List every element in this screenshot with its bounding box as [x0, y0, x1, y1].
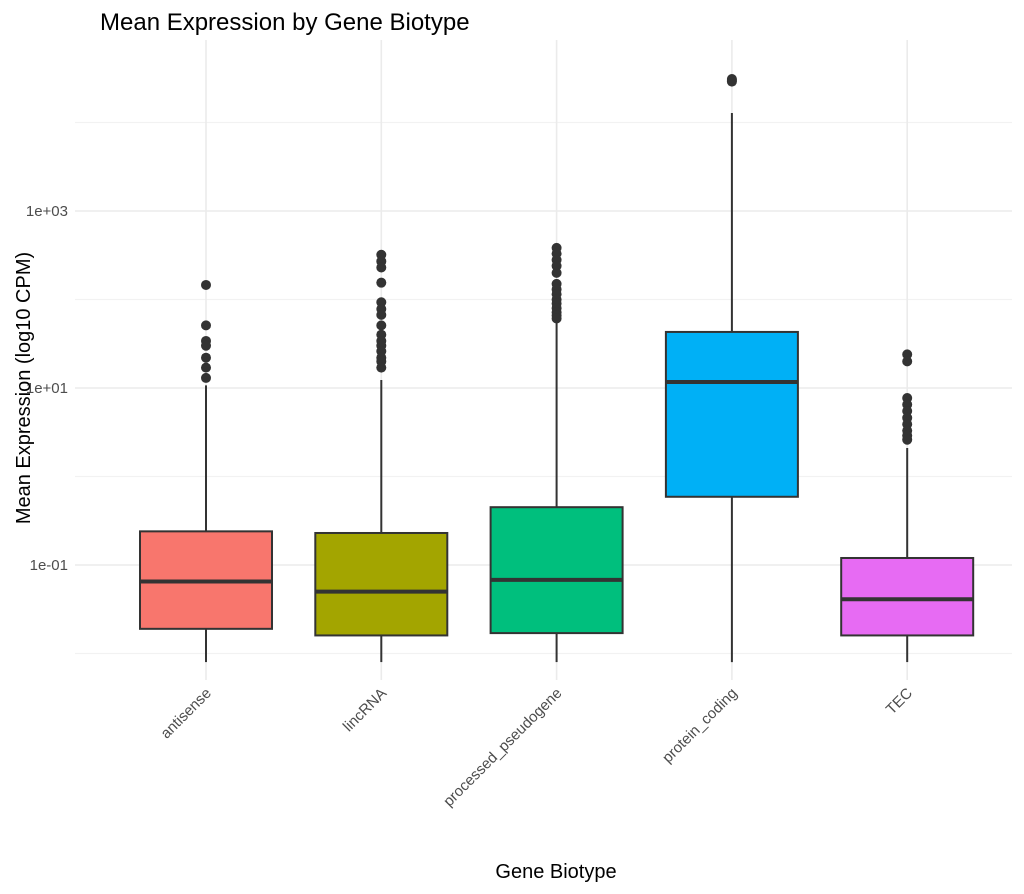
x-tick-label: processed_pseudogene	[440, 685, 565, 810]
box-iqr	[664, 330, 799, 498]
outlier-point	[551, 313, 562, 324]
box-group-protein-coding	[664, 74, 799, 663]
box-iqr	[314, 531, 449, 637]
outlier-point	[201, 362, 211, 373]
box-iqr	[840, 556, 975, 637]
x-tick-label: lincRNA	[340, 685, 390, 735]
outlier-point	[201, 320, 211, 331]
x-tick-label: protein_coding	[659, 685, 741, 767]
y-tick-label: 1e+03	[26, 203, 68, 220]
outlier-point	[201, 352, 211, 363]
x-axis-title: Gene Biotype	[495, 861, 616, 883]
y-tick-label: 1e-01	[30, 557, 68, 574]
outlier-point	[902, 434, 913, 445]
outlier-point	[551, 260, 562, 271]
box-group-processed-pseudogene	[489, 242, 624, 663]
box-group-lincrna	[314, 249, 449, 663]
chart-title: Mean Expression by Gene Biotype	[100, 9, 470, 36]
box-group-tec	[840, 349, 975, 663]
outlier-point	[376, 320, 387, 331]
outlier-point	[551, 267, 562, 278]
outlier-point	[726, 76, 737, 87]
outlier-point	[376, 362, 387, 373]
outlier-point	[902, 356, 913, 367]
outlier-point	[902, 349, 913, 360]
outlier-point	[902, 405, 913, 416]
box-group-antisense	[139, 279, 273, 663]
x-tick-label: antisense	[157, 685, 214, 742]
outlier-point	[201, 340, 211, 351]
boxes	[139, 74, 975, 663]
outlier-point	[376, 309, 387, 320]
y-axis-ticks: 1e-01 1e+01 1e+03	[26, 203, 68, 574]
x-tick-label: TEC	[883, 685, 916, 718]
outlier-point	[201, 279, 211, 290]
outlier-point	[376, 277, 387, 288]
box-iqr	[489, 506, 624, 635]
y-axis-title: Mean Expression (log10 CPM)	[13, 252, 35, 524]
y-tick-label: 1e+01	[26, 380, 68, 397]
x-axis-ticks: antisense lincRNA processed_pseudogene prot…	[157, 685, 916, 810]
outlier-point	[376, 262, 387, 273]
outlier-point	[201, 372, 211, 383]
